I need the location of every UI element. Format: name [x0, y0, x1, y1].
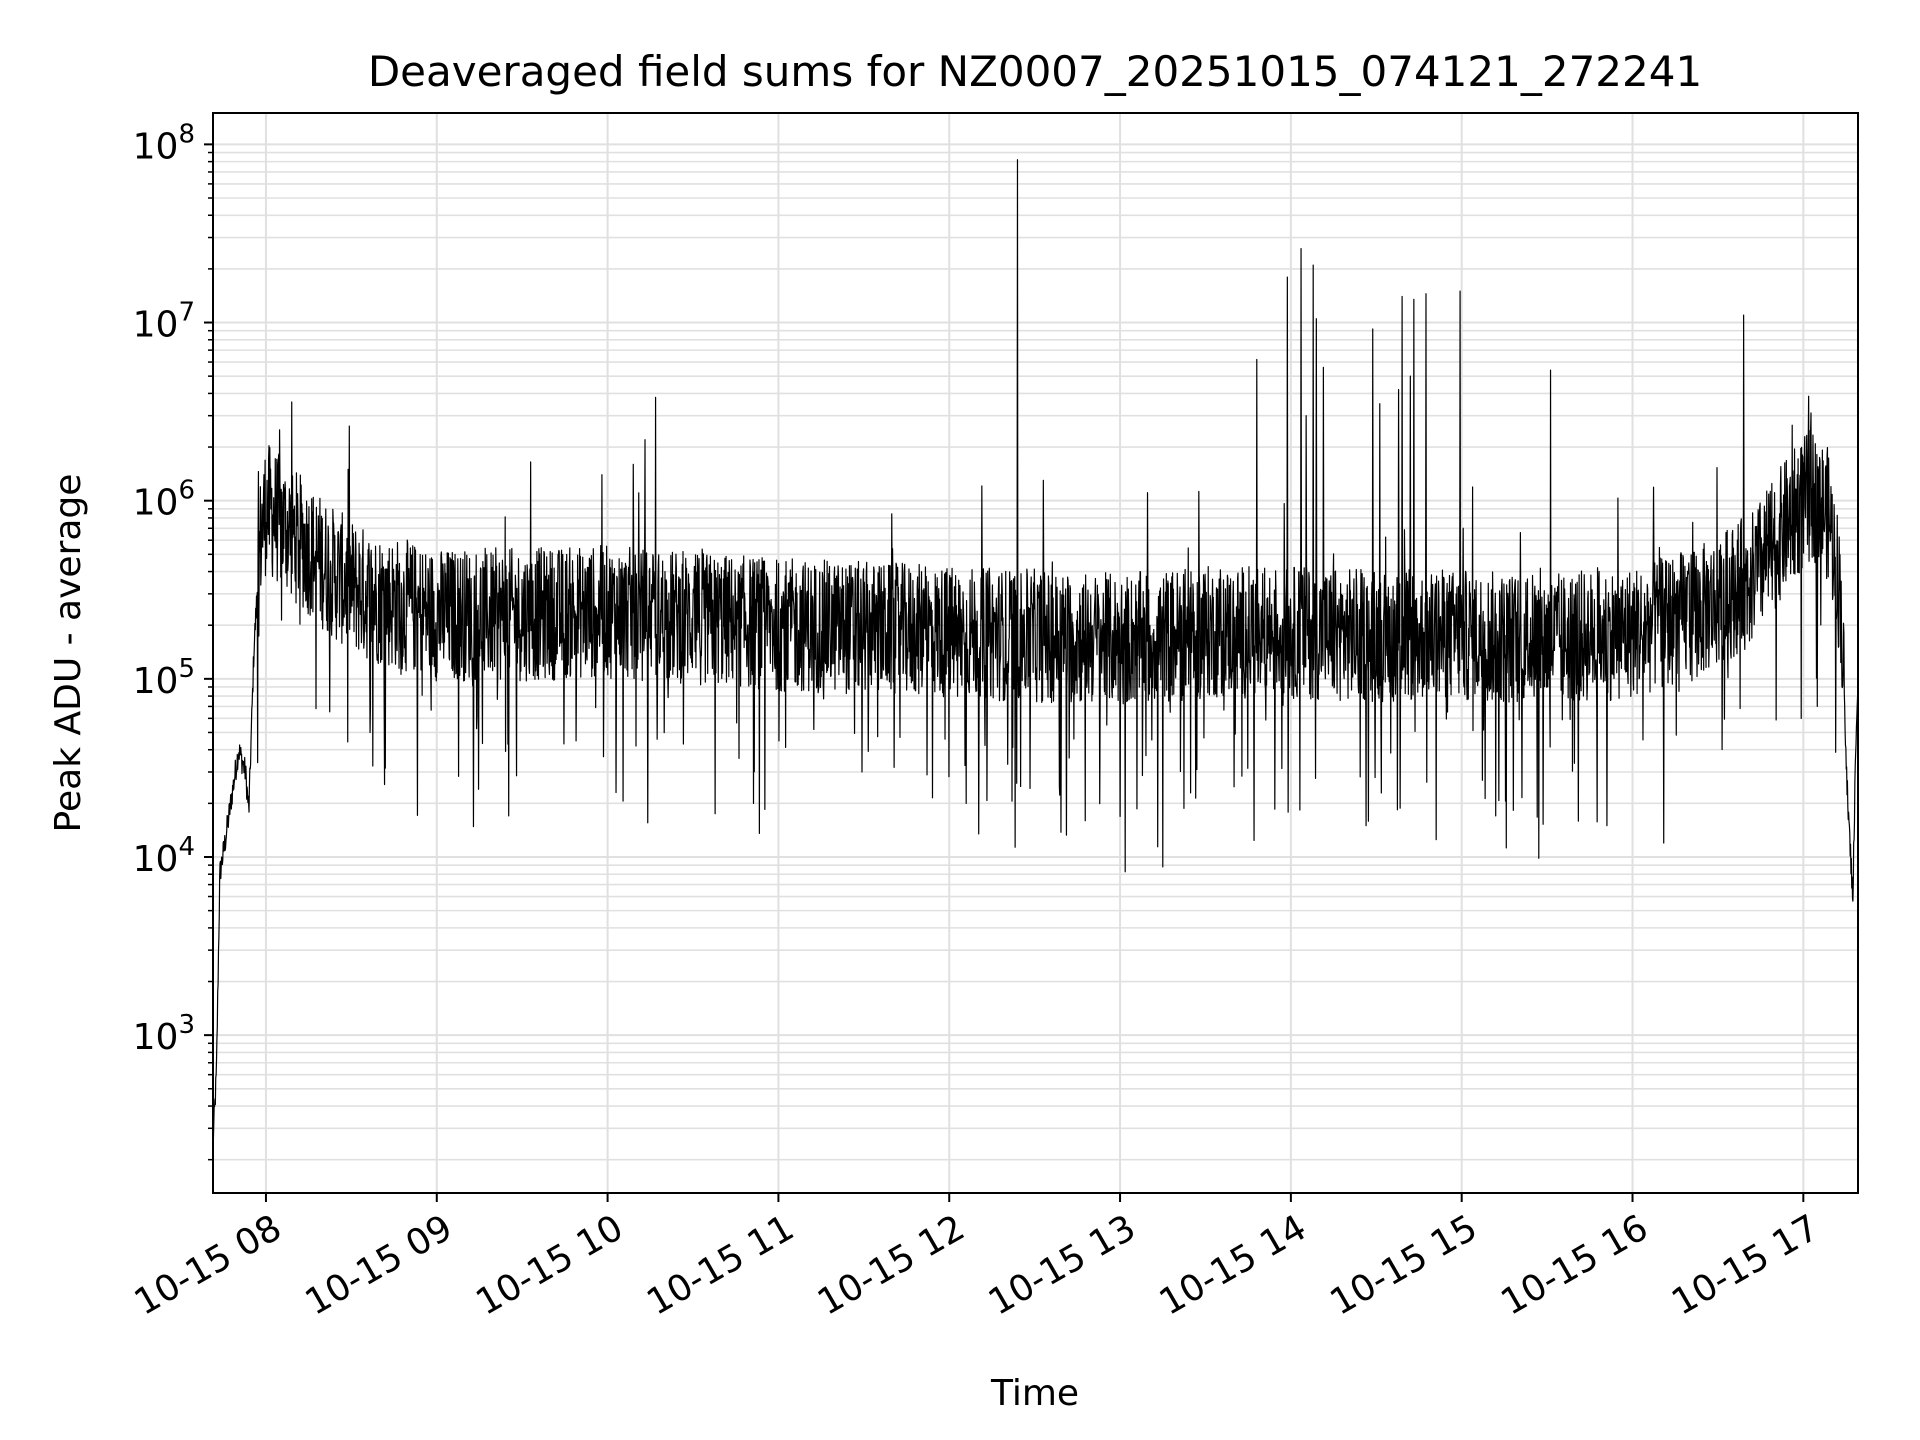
- y-axis-label: Peak ADU - average: [48, 474, 89, 833]
- y-tick-label: 107: [133, 298, 195, 346]
- grid-lines: [213, 113, 1858, 1193]
- data-series: [212, 159, 1859, 1141]
- x-axis-label: Time: [990, 1373, 1079, 1414]
- y-tick-label: 104: [133, 832, 195, 880]
- y-tick-label: 108: [133, 119, 195, 167]
- chart-title: Deaveraged field sums for NZ0007_2025101…: [368, 47, 1702, 96]
- y-axis-ticks: 103 104 105 106 107 108: [133, 119, 213, 1161]
- plot-frame: [212, 112, 1859, 1194]
- y-tick-label: 103: [133, 1010, 195, 1058]
- y-tick-label: 106: [133, 476, 195, 524]
- y-tick-label: 105: [133, 654, 195, 702]
- series-line: [212, 159, 1859, 1141]
